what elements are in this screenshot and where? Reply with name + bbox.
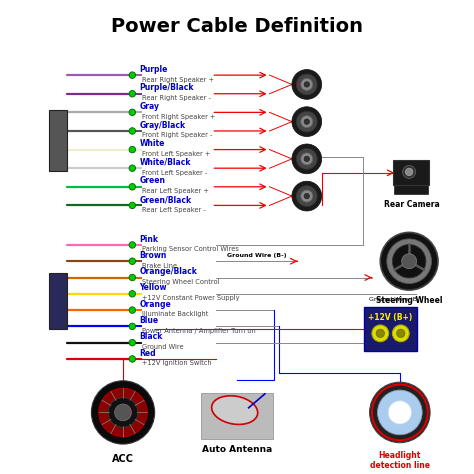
- Text: Gray/Black: Gray/Black: [139, 120, 185, 129]
- Text: Ground Wire (B-): Ground Wire (B-): [369, 297, 421, 302]
- Circle shape: [392, 325, 409, 342]
- Text: Auto Antenna: Auto Antenna: [202, 445, 272, 454]
- Text: Rear Right Speaker -: Rear Right Speaker -: [142, 95, 210, 101]
- Circle shape: [387, 239, 431, 283]
- Circle shape: [401, 254, 417, 269]
- Circle shape: [397, 329, 405, 337]
- Text: Front Right Speaker -: Front Right Speaker -: [142, 132, 212, 138]
- Ellipse shape: [211, 396, 258, 424]
- Text: Orange: Orange: [139, 300, 171, 309]
- Text: Front Left Speaker -: Front Left Speaker -: [142, 170, 207, 175]
- Text: Orange/Black: Orange/Black: [139, 267, 197, 276]
- Text: Brake Line: Brake Line: [142, 263, 177, 269]
- Text: Parking Sensor Control Wires: Parking Sensor Control Wires: [142, 246, 238, 252]
- Text: Green: Green: [139, 176, 165, 185]
- Circle shape: [129, 202, 136, 209]
- Text: Red: Red: [139, 348, 156, 357]
- Circle shape: [296, 186, 317, 207]
- Text: Front Left Speaker +: Front Left Speaker +: [142, 151, 210, 157]
- Circle shape: [377, 390, 422, 435]
- Circle shape: [129, 128, 136, 134]
- Text: Rear Right Speaker +: Rear Right Speaker +: [142, 76, 214, 82]
- Circle shape: [129, 307, 136, 313]
- Circle shape: [296, 74, 317, 95]
- FancyBboxPatch shape: [201, 393, 273, 439]
- Text: Yellow: Yellow: [139, 283, 167, 292]
- Circle shape: [129, 109, 136, 116]
- FancyBboxPatch shape: [49, 273, 67, 328]
- Text: Power Cable Definition: Power Cable Definition: [111, 17, 363, 36]
- Circle shape: [372, 325, 389, 342]
- Text: Green/Black: Green/Black: [139, 195, 191, 204]
- Text: Ground Wire (B-): Ground Wire (B-): [227, 253, 286, 257]
- Circle shape: [129, 356, 136, 362]
- Text: White/Black: White/Black: [139, 158, 191, 167]
- Circle shape: [292, 107, 322, 137]
- Text: +12V Constant Power Supply: +12V Constant Power Supply: [142, 295, 239, 301]
- Circle shape: [129, 146, 136, 153]
- Circle shape: [129, 291, 136, 297]
- Circle shape: [405, 168, 413, 176]
- Circle shape: [304, 193, 310, 199]
- Circle shape: [129, 323, 136, 329]
- Text: White: White: [139, 139, 164, 148]
- Circle shape: [301, 153, 313, 165]
- Circle shape: [296, 111, 317, 132]
- Circle shape: [388, 401, 411, 424]
- Text: Rear Camera: Rear Camera: [383, 200, 439, 209]
- Circle shape: [402, 165, 416, 178]
- Text: ACC: ACC: [112, 454, 134, 465]
- Circle shape: [292, 144, 322, 174]
- Text: Black: Black: [139, 332, 163, 341]
- Text: Rear Left Speaker +: Rear Left Speaker +: [142, 188, 209, 194]
- Circle shape: [376, 329, 384, 337]
- Circle shape: [292, 181, 322, 211]
- Text: Rear Left Speaker -: Rear Left Speaker -: [142, 207, 205, 213]
- Text: Purple: Purple: [139, 65, 168, 74]
- Text: Blue: Blue: [139, 316, 158, 325]
- FancyBboxPatch shape: [364, 307, 417, 351]
- Circle shape: [99, 388, 147, 437]
- Circle shape: [301, 116, 313, 128]
- Circle shape: [129, 72, 136, 78]
- Circle shape: [129, 339, 136, 346]
- Text: Headlight
detection line: Headlight detection line: [370, 451, 430, 470]
- Circle shape: [129, 91, 136, 97]
- Circle shape: [108, 398, 138, 428]
- Circle shape: [380, 232, 438, 290]
- Circle shape: [301, 79, 313, 91]
- Circle shape: [91, 381, 155, 444]
- Circle shape: [129, 183, 136, 190]
- Text: Power Antenna / Amplifier Turn on: Power Antenna / Amplifier Turn on: [142, 328, 255, 334]
- Text: Steering Wheel Control: Steering Wheel Control: [142, 279, 219, 285]
- FancyBboxPatch shape: [49, 110, 67, 171]
- Circle shape: [304, 119, 310, 124]
- FancyBboxPatch shape: [393, 160, 428, 185]
- Circle shape: [370, 382, 430, 443]
- Text: Purple/Black: Purple/Black: [139, 83, 194, 92]
- Text: Pink: Pink: [139, 235, 158, 244]
- Text: Brown: Brown: [139, 251, 167, 260]
- Text: +12V Ignition Switch: +12V Ignition Switch: [142, 360, 211, 366]
- Circle shape: [129, 274, 136, 281]
- Circle shape: [301, 190, 313, 202]
- Circle shape: [304, 156, 310, 162]
- Circle shape: [292, 70, 322, 100]
- Text: Ground Wire: Ground Wire: [142, 344, 183, 350]
- Circle shape: [392, 245, 426, 278]
- Text: Illuminate Backlight: Illuminate Backlight: [142, 311, 208, 318]
- Text: Steering Wheel: Steering Wheel: [376, 296, 442, 305]
- Text: +12V (B+): +12V (B+): [368, 313, 413, 322]
- Text: Gray: Gray: [139, 102, 159, 111]
- Circle shape: [129, 165, 136, 172]
- Circle shape: [296, 148, 317, 169]
- Text: Front Right Speaker +: Front Right Speaker +: [142, 114, 215, 120]
- FancyBboxPatch shape: [394, 184, 428, 194]
- Circle shape: [129, 258, 136, 264]
- Circle shape: [304, 82, 310, 87]
- Circle shape: [115, 404, 131, 421]
- Circle shape: [129, 242, 136, 248]
